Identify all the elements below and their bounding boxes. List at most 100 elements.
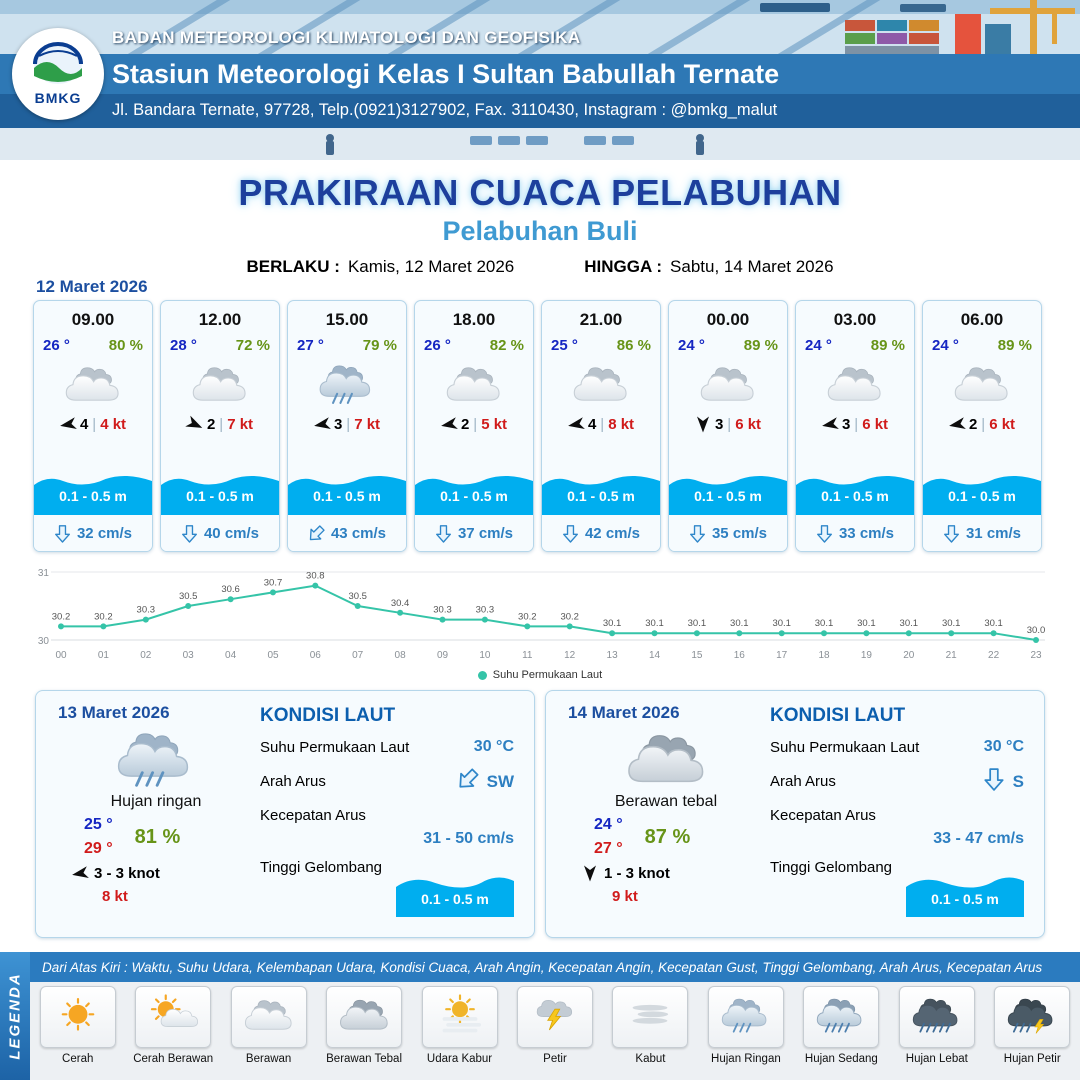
legend-item: Berawan xyxy=(223,986,315,1065)
bmkg-logo: BMKG xyxy=(12,28,104,120)
header-band-primary xyxy=(0,54,1080,94)
svg-text:30.1: 30.1 xyxy=(772,618,791,629)
wave-height-band: 0.1 - 0.5 m xyxy=(669,469,787,515)
wave-height-row: Tinggi Gelombang 0.1 - 0.5 m xyxy=(260,859,514,917)
wave-height-band: 0.1 - 0.5 m xyxy=(923,469,1041,515)
humidity: 89 % xyxy=(870,337,905,354)
temp-max: 27 ° xyxy=(594,840,623,857)
temperature: 25 ° xyxy=(551,337,578,354)
temp-min: 25 ° xyxy=(84,816,113,833)
legend-item-tile xyxy=(707,986,784,1048)
legend-vertical-band: LEGENDA xyxy=(0,952,30,1080)
current-speed: 35 cm/s xyxy=(711,524,768,542)
wave-height: 0.1 - 0.5 m xyxy=(59,488,127,504)
legend-item-label: Hujan Lebat xyxy=(905,1053,968,1065)
wind-direction-icon xyxy=(441,417,458,431)
svg-text:07: 07 xyxy=(352,650,364,661)
legend-item-label: Petir xyxy=(543,1053,567,1065)
current-speed: 32 cm/s xyxy=(76,524,133,542)
wave-shape xyxy=(161,475,279,515)
chart-legend: Suhu Permukaan Laut xyxy=(35,669,1045,681)
humidity: 80 % xyxy=(108,337,143,354)
current-speed: 31 cm/s xyxy=(965,524,1022,542)
temperature: 26 ° xyxy=(424,337,451,354)
wind-speed: 6 kt xyxy=(862,416,889,433)
svg-text:20: 20 xyxy=(903,650,915,661)
weather-icon xyxy=(542,357,660,411)
svg-text:30.1: 30.1 xyxy=(730,618,749,629)
legend-item-icon xyxy=(621,994,679,1041)
weather-icon xyxy=(34,357,152,411)
daily-summary: 14 Maret 2026 Berawan tebal 24 ° 27 ° 87… xyxy=(546,691,764,937)
current-direction-icon xyxy=(435,524,452,543)
wind-row: 4 | 8 kt xyxy=(542,416,660,433)
legend-marker-icon xyxy=(477,670,487,680)
legend-item-tile xyxy=(803,986,880,1048)
sst-value: 30 °C xyxy=(473,738,514,755)
current-speed-row: Kecepatan Arus xyxy=(770,807,1024,824)
humidity: 72 % xyxy=(235,337,270,354)
temp-humidity-row: 24 ° 89 % xyxy=(923,337,1041,354)
divider: | xyxy=(854,416,859,433)
wave-shape xyxy=(288,475,406,515)
svg-text:12: 12 xyxy=(564,650,576,661)
current-speed: 37 cm/s xyxy=(457,524,514,542)
page-title: PRAKIRAAN CUACA PELABUHAN xyxy=(238,172,842,213)
hourly-row: 09.00 26 ° 80 % 4 | 4 kt 0.1 - 0.5 m 32 … xyxy=(33,300,1047,552)
legend-item-tile xyxy=(135,986,212,1048)
wave-height: 0.1 - 0.5 m xyxy=(440,488,508,504)
legend-item-tile xyxy=(994,986,1071,1048)
sst-label: Suhu Permukaan Laut xyxy=(260,738,410,756)
svg-text:30.1: 30.1 xyxy=(942,618,961,629)
svg-text:30.6: 30.6 xyxy=(221,584,240,595)
humidity: 86 % xyxy=(616,337,651,354)
wind-direction-icon xyxy=(72,866,89,880)
svg-text:30.1: 30.1 xyxy=(688,618,707,629)
svg-text:30.0: 30.0 xyxy=(1027,625,1046,636)
legend-item: Hujan Petir xyxy=(986,986,1078,1065)
current-speed: 40 cm/s xyxy=(203,524,260,542)
validity-period: BERLAKU : Kamis, 12 Maret 2026 HINGGA : Sa… xyxy=(0,257,1080,277)
temp-humidity-row: 24 ° 89 % xyxy=(796,337,914,354)
current-row: 33 cm/s xyxy=(796,515,914,551)
svg-text:00: 00 xyxy=(55,650,67,661)
legend-item: Petir xyxy=(509,986,601,1065)
wave-shape xyxy=(923,475,1041,515)
current-direction-icon xyxy=(181,524,198,543)
svg-text:21: 21 xyxy=(946,650,958,661)
header: BADAN METEOROLOGI KLIMATOLOGI DAN GEOFIS… xyxy=(0,0,1080,160)
time-label: 15.00 xyxy=(325,310,369,329)
humidity: 81 % xyxy=(134,825,181,848)
svg-text:02: 02 xyxy=(140,650,152,661)
wave-height-band: 0.1 - 0.5 m xyxy=(161,469,279,515)
current-direction-row: Arah Arus SW xyxy=(260,767,514,796)
humidity: 79 % xyxy=(362,337,397,354)
legend-item: Udara Kabur xyxy=(414,986,506,1065)
wind-row: 2 | 6 kt xyxy=(923,416,1041,433)
legend-item-label: Hujan Sedang xyxy=(804,1053,878,1065)
wind-direction-icon xyxy=(60,417,77,431)
wave-height: 0.1 - 0.5 m xyxy=(186,488,254,504)
current-speed-row: Kecepatan Arus xyxy=(260,807,514,824)
svg-text:08: 08 xyxy=(395,650,407,661)
wind-direction-icon xyxy=(695,416,711,433)
temp-humidity-row: 25 ° 86 % xyxy=(542,337,660,354)
wind-row: 3 | 6 kt xyxy=(669,416,787,433)
temps-column: 24 ° 27 ° xyxy=(594,816,623,858)
temperature: 24 ° xyxy=(805,337,832,354)
title-block: PRAKIRAAN CUACA PELABUHAN Pelabuhan Buli… xyxy=(0,172,1080,277)
legend-item-icon xyxy=(335,994,393,1041)
temperature: 28 ° xyxy=(170,337,197,354)
wave-height: 0.1 - 0.5 m xyxy=(694,488,762,504)
wind-direction-icon xyxy=(582,865,598,882)
current-speed-value: 33 - 47 cm/s xyxy=(933,830,1024,847)
svg-text:06: 06 xyxy=(310,650,322,661)
condition-label: Berawan tebal xyxy=(614,793,718,810)
wind-beaufort: 2 xyxy=(206,416,216,433)
sea-conditions: KONDISI LAUT Suhu Permukaan Laut 30 °C A… xyxy=(254,691,534,937)
divider: | xyxy=(346,416,351,433)
header-band-secondary xyxy=(0,94,1080,128)
legend-item-icon xyxy=(717,994,775,1041)
svg-text:01: 01 xyxy=(98,650,110,661)
